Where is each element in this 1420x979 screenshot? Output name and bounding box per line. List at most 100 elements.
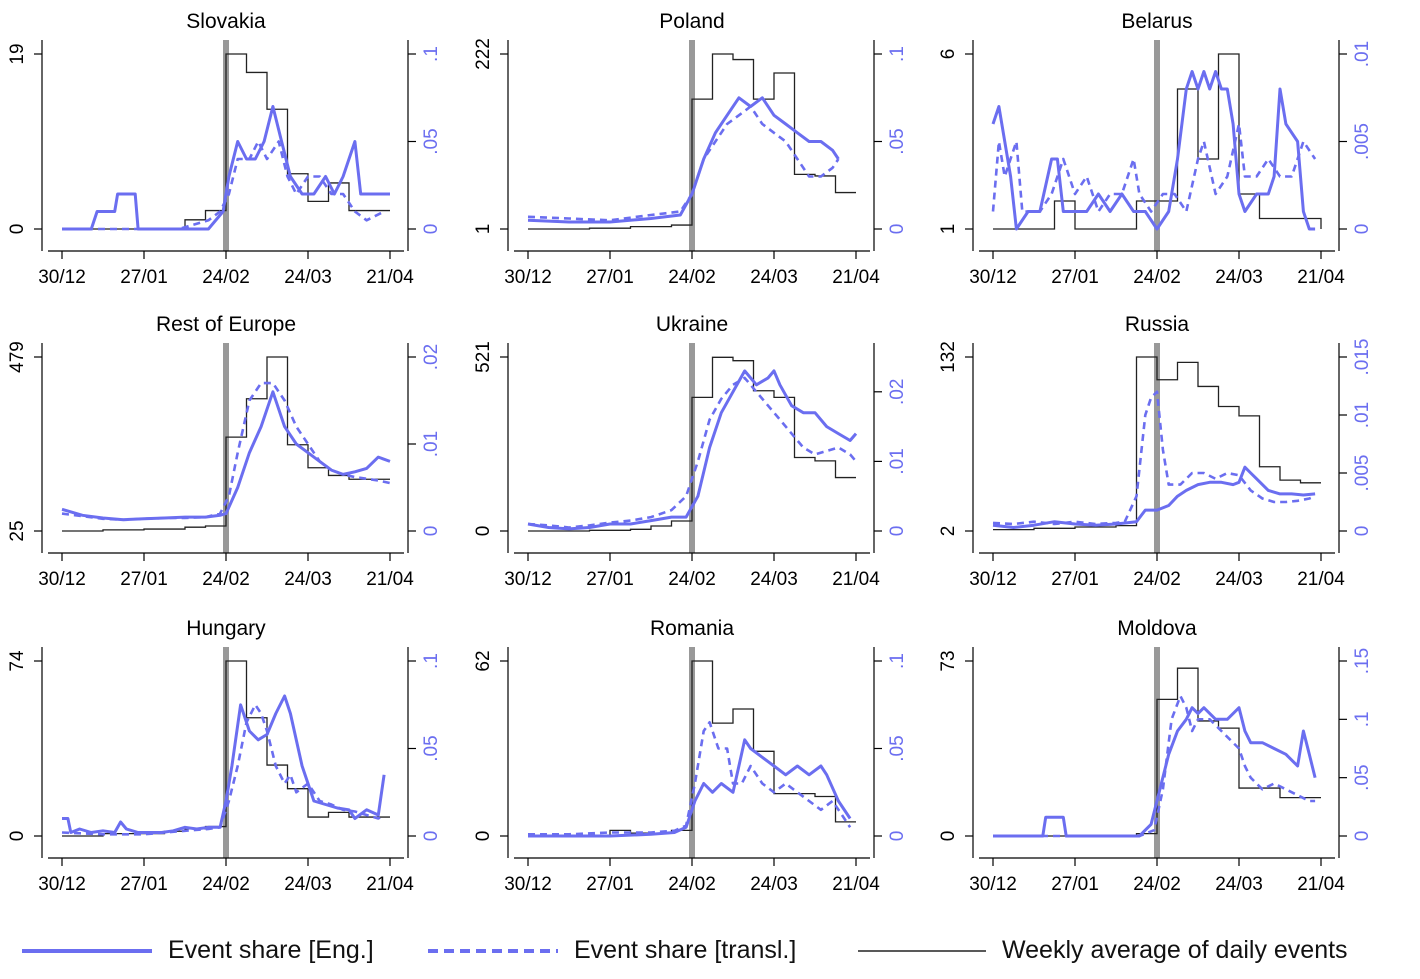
right-tick-label: 0: [887, 526, 908, 537]
right-tick-label: .1: [421, 46, 442, 62]
right-tick-label: 0: [421, 831, 442, 842]
series-transl-line: [62, 140, 385, 231]
legend-swatch-weekly: [858, 949, 986, 952]
right-tick-label: .02: [421, 344, 442, 370]
legend-item-weekly: Weekly average of daily events: [858, 922, 1348, 979]
right-tick-label: .05: [421, 128, 442, 154]
panel-rest-of-europe: Rest of Europe 25 479 0 .01 .02 30/12 27/01 24/0…: [7, 313, 442, 590]
series-eng-line: [61, 390, 391, 522]
left-tick-label: 1: [938, 224, 959, 235]
series-weekly-line: [528, 53, 856, 230]
panel-title: Ukraine: [656, 313, 728, 336]
panel-russia: Russia 2 132 0 .005 .01 .015 30/12 27/01 24/02 24/…: [938, 313, 1373, 590]
panel-title: Slovakia: [186, 10, 266, 33]
legend-swatch-transl: [428, 948, 558, 953]
legend: Event share [Eng.] Event share [transl.]…: [0, 922, 1420, 979]
panel-title: Poland: [659, 10, 724, 33]
right-tick-label: .05: [421, 735, 442, 761]
x-tick-label: 21/04: [366, 267, 414, 288]
x-tick-label: 30/12: [38, 874, 86, 895]
x-tick-label: 24/02: [668, 874, 716, 895]
legend-label-transl: Event share [transl.]: [574, 936, 797, 964]
right-tick-label: .005: [1352, 455, 1373, 492]
series-weekly-line: [528, 356, 856, 532]
series-eng-line: [527, 369, 858, 531]
left-tick-label: 6: [938, 49, 959, 60]
series-weekly-line: [528, 660, 856, 837]
right-tick-label: .05: [887, 128, 908, 154]
panel-romania: Romania 0 62 0 .05 .1 30/12 27/01 24/02 24/03 21/0…: [473, 617, 908, 895]
series-transl-line: [528, 721, 852, 836]
left-tick-label: 521: [473, 341, 494, 373]
left-tick-label: 1: [473, 224, 494, 235]
right-tick-label: 0: [1352, 831, 1373, 842]
x-tick-label: 30/12: [969, 569, 1017, 590]
right-tick-label: .05: [887, 735, 908, 761]
right-tick-label: .01: [1352, 402, 1373, 428]
x-tick-label: 24/02: [1133, 874, 1181, 895]
right-tick-label: 0: [887, 831, 908, 842]
right-tick-label: .005: [1352, 123, 1373, 160]
x-tick-label: 24/03: [284, 267, 332, 288]
series-eng-line: [992, 465, 1316, 529]
series-eng-line: [62, 694, 386, 834]
series-transl-line: [527, 376, 857, 529]
left-tick-label: 0: [473, 526, 494, 537]
left-tick-label: 479: [7, 341, 28, 373]
right-tick-label: .1: [887, 46, 908, 62]
left-tick-label: 73: [938, 650, 959, 671]
series-eng-line: [528, 738, 852, 838]
right-tick-label: .05: [1352, 764, 1373, 790]
x-tick-label: 21/04: [1297, 267, 1345, 288]
panel-moldova: Moldova 0 73 0 .05 .1 .15 30/12 27/01 24/02 24/03 2…: [938, 617, 1373, 895]
x-tick-label: 24/03: [750, 267, 798, 288]
legend-item-eng: Event share [Eng.]: [22, 922, 374, 979]
left-tick-label: 0: [938, 831, 959, 842]
x-tick-label: 24/02: [202, 569, 250, 590]
series-transl-line: [527, 105, 840, 222]
right-tick-label: .1: [421, 653, 442, 669]
series-transl-line: [993, 694, 1316, 838]
x-tick-label: 27/01: [120, 874, 168, 895]
panel-title: Russia: [1125, 313, 1190, 336]
series-weekly-line: [993, 356, 1321, 531]
x-tick-label: 21/04: [832, 874, 880, 895]
right-tick-label: .1: [887, 653, 908, 669]
series-transl-line: [992, 390, 1316, 526]
x-tick-label: 21/04: [366, 569, 414, 590]
panel-belarus: Belarus 1 6 0 .005 .01 30/12 27/01 24/02 24/03 21/…: [938, 10, 1373, 288]
legend-swatch-eng: [22, 948, 152, 953]
right-tick-label: .01: [1352, 41, 1373, 67]
x-tick-label: 24/02: [1133, 569, 1181, 590]
x-tick-label: 27/01: [1051, 874, 1099, 895]
left-tick-label: 2: [938, 526, 959, 537]
x-tick-label: 24/02: [668, 267, 716, 288]
x-tick-label: 27/01: [586, 569, 634, 590]
x-tick-label: 21/04: [1297, 874, 1345, 895]
left-tick-label: 0: [7, 831, 28, 842]
left-tick-label: 74: [7, 650, 28, 672]
x-tick-label: 24/03: [284, 874, 332, 895]
left-tick-label: 222: [473, 38, 494, 70]
left-tick-label: 25: [7, 520, 28, 541]
x-tick-label: 24/03: [1215, 267, 1263, 288]
right-tick-label: 0: [1352, 224, 1373, 235]
right-tick-label: .1: [1352, 711, 1373, 727]
series-eng-line: [991, 70, 1316, 231]
x-tick-label: 30/12: [38, 569, 86, 590]
legend-label-eng: Event share [Eng.]: [168, 936, 374, 964]
x-tick-label: 24/02: [668, 569, 716, 590]
x-tick-label: 30/12: [38, 267, 86, 288]
panel-title: Belarus: [1121, 10, 1192, 33]
right-tick-label: .15: [1352, 648, 1373, 674]
x-tick-label: 30/12: [504, 569, 552, 590]
x-tick-label: 27/01: [120, 569, 168, 590]
x-tick-label: 21/04: [832, 267, 880, 288]
x-tick-label: 21/04: [366, 874, 414, 895]
right-tick-label: .01: [887, 448, 908, 474]
x-tick-label: 30/12: [504, 267, 552, 288]
x-tick-label: 27/01: [586, 267, 634, 288]
x-tick-label: 24/03: [284, 569, 332, 590]
x-tick-label: 21/04: [832, 569, 880, 590]
